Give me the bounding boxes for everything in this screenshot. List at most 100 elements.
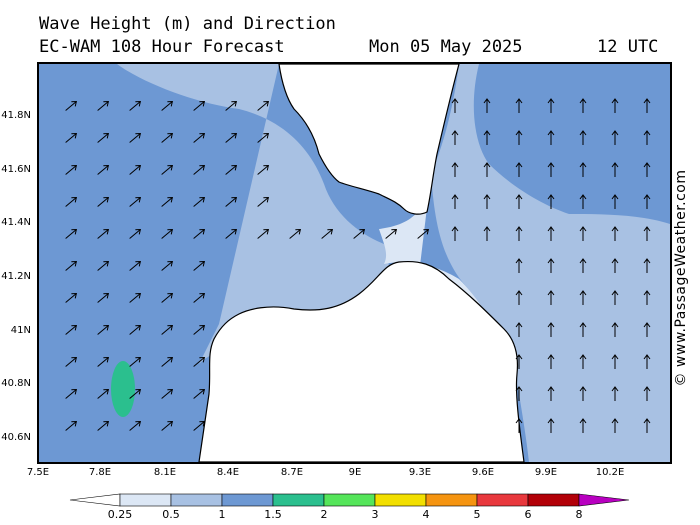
watermark: © www.PassageWeather.com: [673, 169, 689, 387]
wave-arrow: [257, 228, 270, 239]
chart-title: Wave Height (m) and Direction: [39, 14, 336, 34]
lat-tick-label: 40.8N: [1, 378, 31, 389]
wave-arrow: [483, 98, 491, 113]
wave-arrow: [225, 228, 238, 239]
colorbar-segment: [170, 493, 223, 507]
lon-tick-label: 9.3E: [408, 467, 432, 478]
colorbar-segment: [578, 493, 630, 507]
wave-arrow: [257, 196, 270, 207]
wave-arrow: [129, 292, 142, 303]
wave-arrow: [225, 196, 238, 207]
colorbar-segment: [69, 493, 121, 507]
wave-arrow: [515, 194, 523, 209]
wave-arrow: [65, 356, 78, 367]
wave-arrow: [97, 420, 110, 431]
map-frame: [37, 62, 672, 464]
wave-arrow: [193, 132, 206, 143]
wave-arrow: [515, 354, 523, 369]
wave-arrow: [515, 98, 523, 113]
colorbar-segment: [323, 493, 376, 507]
lat-tick-label: 41.8N: [1, 110, 31, 121]
model-name: EC-WAM 108 Hour Forecast: [39, 37, 285, 57]
colorbar-segment: [476, 493, 529, 507]
lat-tick-label: 40.6N: [1, 432, 31, 443]
forecast-date: Mon 05 May 2025: [369, 37, 523, 57]
wave-arrow: [97, 388, 110, 399]
wave-arrow: [193, 228, 206, 239]
wave-arrow: [547, 98, 555, 113]
wave-arrow: [643, 130, 651, 145]
sea-zone-0.25-0.5m: [379, 174, 521, 462]
wave-arrow: [97, 164, 110, 175]
colorbar-label: 6: [524, 508, 532, 521]
wave-arrow: [161, 196, 174, 207]
wave-arrow: [97, 324, 110, 335]
colorbar-label: 4: [422, 508, 430, 521]
wave-arrow: [515, 226, 523, 241]
wave-arrow: [257, 164, 270, 175]
wave-arrow: [257, 100, 270, 111]
lon-tick-label: 7.8E: [88, 467, 112, 478]
wave-arrow: [65, 228, 78, 239]
lat-tick-label: 41.6N: [1, 164, 31, 175]
wave-arrow: [129, 132, 142, 143]
colorbar-label: 0.25: [107, 508, 133, 521]
wave-arrow: [97, 260, 110, 271]
wave-arrow: [643, 354, 651, 369]
wave-arrow: [547, 226, 555, 241]
wave-arrow: [611, 226, 619, 241]
sea-zone-1.5-2m: [111, 361, 135, 417]
wave-arrow: [161, 260, 174, 271]
wave-arrow: [97, 196, 110, 207]
lat-tick-label: 41.2N: [1, 271, 31, 282]
wave-arrow: [193, 324, 206, 335]
wave-arrow: [515, 418, 523, 433]
wave-arrow: [611, 354, 619, 369]
lat-tick-label: 41.4N: [1, 217, 31, 228]
wave-arrow: [579, 130, 587, 145]
wave-map: [39, 64, 670, 462]
wave-arrow: [161, 132, 174, 143]
lat-tick-label: 41N: [10, 325, 31, 336]
wave-arrow: [451, 98, 459, 113]
wave-arrow: [65, 388, 78, 399]
wave-arrow: [579, 162, 587, 177]
wave-arrow: [611, 130, 619, 145]
wave-arrow: [547, 162, 555, 177]
colorbar-label: 8: [575, 508, 583, 521]
colorbar-segment: [374, 493, 427, 507]
wave-arrow: [451, 226, 459, 241]
wave-arrow: [65, 324, 78, 335]
corsica-land: [278, 64, 460, 215]
wave-arrow: [193, 196, 206, 207]
sardinia-land: [198, 260, 525, 462]
wave-arrow: [65, 164, 78, 175]
wave-direction-arrows: [65, 98, 651, 433]
wave-arrow: [129, 356, 142, 367]
lon-tick-label: 9.6E: [471, 467, 495, 478]
wave-arrow: [643, 162, 651, 177]
colorbar-label: 3: [371, 508, 379, 521]
wave-arrow: [547, 290, 555, 305]
wave-arrow: [225, 100, 238, 111]
wave-arrow: [161, 356, 174, 367]
wave-arrow: [161, 100, 174, 111]
colorbar-segment: [527, 493, 580, 507]
wave-arrow: [225, 132, 238, 143]
wave-arrow: [515, 386, 523, 401]
colorbar-segment: [272, 493, 325, 507]
wave-arrow: [161, 292, 174, 303]
colorbar-label: 1: [218, 508, 226, 521]
wave-arrow: [97, 228, 110, 239]
wave-arrow: [65, 420, 78, 431]
wave-arrow: [547, 418, 555, 433]
wave-arrow: [643, 98, 651, 113]
colorbar-label: 5: [473, 508, 481, 521]
wave-arrow: [483, 194, 491, 209]
wave-arrow: [611, 258, 619, 273]
wave-arrow: [643, 386, 651, 401]
wave-arrow: [515, 258, 523, 273]
wave-arrow: [547, 354, 555, 369]
wave-arrow: [161, 420, 174, 431]
wave-arrow: [129, 420, 142, 431]
